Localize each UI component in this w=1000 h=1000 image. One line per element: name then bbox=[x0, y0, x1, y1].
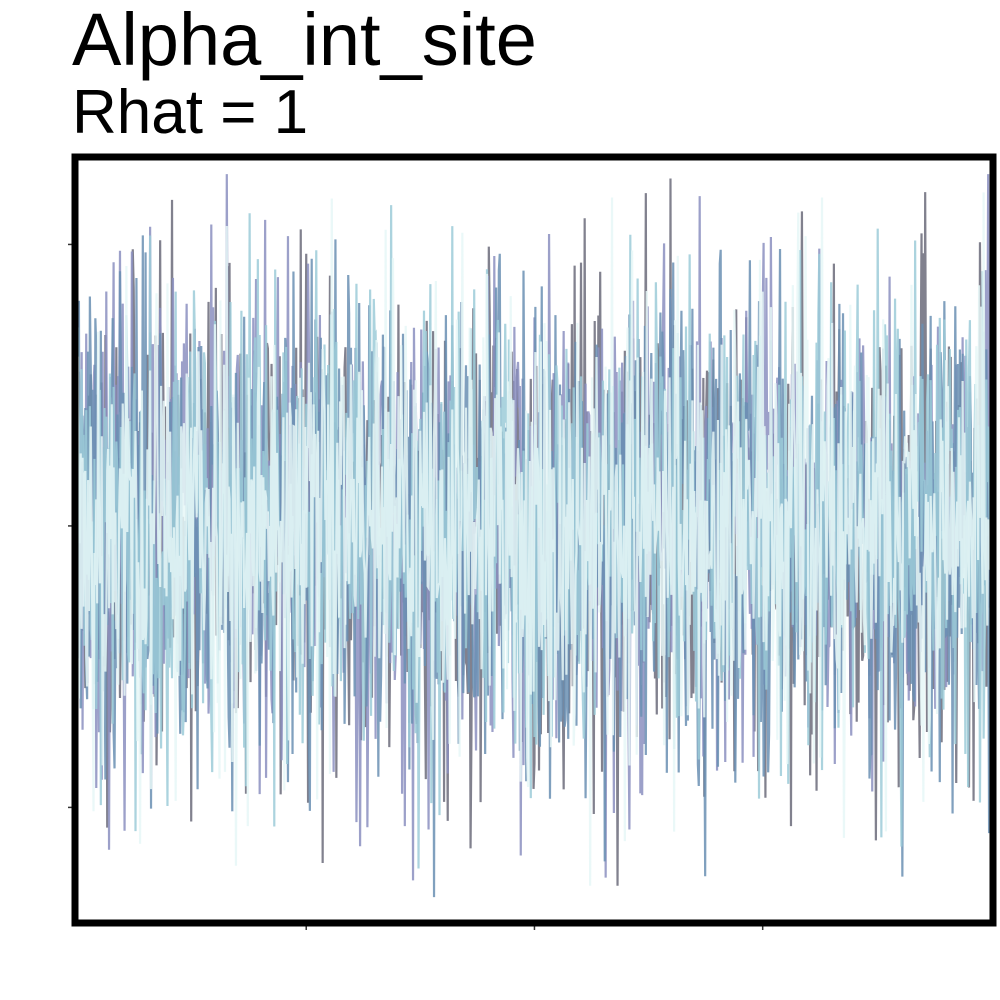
chart-title: Alpha_int_site bbox=[72, 0, 537, 81]
plot-frame bbox=[71, 153, 997, 927]
trace-lines bbox=[76, 174, 992, 898]
chart-subtitle: Rhat = 1 bbox=[72, 78, 309, 147]
chain-5-trace bbox=[76, 192, 992, 886]
